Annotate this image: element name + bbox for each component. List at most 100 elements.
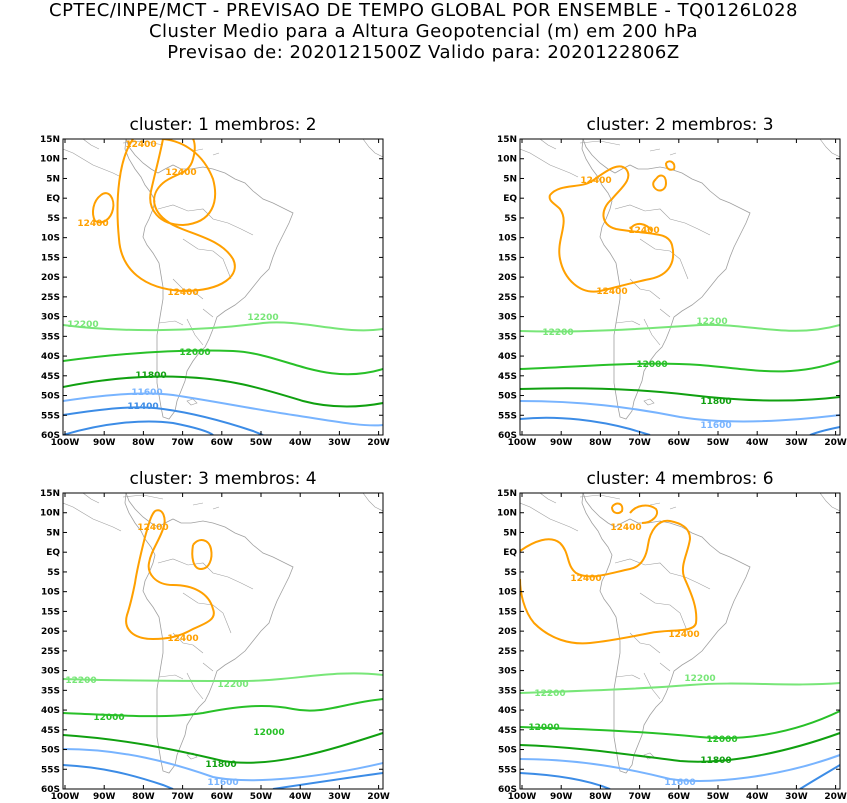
lat-label: 15N (497, 135, 517, 145)
panel-cluster-4: cluster: 4 membros: 6 12400 12400 12400 … (497, 469, 847, 802)
lon-label: 40W (289, 438, 312, 448)
lat-label: 5N (46, 174, 60, 184)
lat-label: 55S (41, 411, 60, 421)
lon-label: 100W (508, 438, 537, 448)
lon-label: 80W (589, 438, 612, 448)
contour-label: 12200 (542, 328, 573, 338)
panel-cluster-1: cluster: 1 membros: 2 12400 12400 12400 … (40, 115, 390, 448)
contour-label: 12200 (65, 676, 96, 686)
longitude-axis: 100W 90W 80W 70W 60W 50W 40W 30W 20W (508, 493, 847, 802)
panel-title: cluster: 2 membros: 3 (586, 115, 773, 135)
lat-label: 15N (497, 489, 517, 499)
lat-label: 30S (498, 313, 517, 323)
lon-label: 100W (51, 438, 80, 448)
forecast-dates: Previsao de: 2020121500Z Valido para: 20… (167, 42, 680, 63)
lon-label: 40W (289, 792, 312, 802)
lon-label: 60W (211, 792, 234, 802)
lon-label: 30W (328, 792, 351, 802)
lon-label: 80W (132, 438, 155, 448)
lat-label: 55S (41, 765, 60, 775)
lat-label: 50S (41, 746, 60, 756)
lon-label: 30W (328, 438, 351, 448)
panel-title: cluster: 4 membros: 6 (586, 469, 773, 489)
contour-label: 12000 (253, 728, 284, 738)
lat-label: EQ (503, 194, 517, 204)
contour-label: 12400 (77, 219, 108, 229)
lon-label: 90W (550, 792, 573, 802)
lat-label: 5S (47, 214, 60, 224)
panel-cluster-2: cluster: 2 membros: 3 12400 12400 12400 … (497, 115, 847, 448)
lat-label: 10S (41, 234, 60, 244)
contour-label: 12000 (179, 348, 210, 358)
lat-label: 45S (41, 372, 60, 382)
longitude-axis: 100W 90W 80W 70W 60W 50W 40W 30W 20W (51, 493, 390, 802)
lon-label: 70W (171, 792, 194, 802)
latitude-axis: 15N 10N 5N EQ 5S 10S 15S 20S 25S 30S 35S 40S 45S 50S 5… (40, 489, 383, 795)
lon-label: 20W (367, 792, 390, 802)
lat-label: 45S (498, 372, 517, 382)
lat-label: 35S (498, 686, 517, 696)
latitude-axis: 15N 10N 5N EQ 5S 10S 15S 20S 25S 30S 35S 40S 45S 50S 5… (497, 489, 840, 795)
lat-label: 40S (41, 352, 60, 362)
lat-label: 40S (41, 706, 60, 716)
lon-label: 50W (707, 792, 730, 802)
lat-label: 35S (498, 332, 517, 342)
lon-label: 20W (824, 792, 847, 802)
lat-label: 25S (498, 647, 517, 657)
lon-label: 70W (628, 438, 651, 448)
lat-label: 15N (40, 489, 60, 499)
contour-label: 12400 (628, 226, 659, 236)
contour-label: 12400 (167, 634, 198, 644)
lat-label: 5N (46, 528, 60, 538)
lon-label: 20W (367, 438, 390, 448)
panel-title: cluster: 3 membros: 4 (129, 469, 316, 489)
lat-label: 10N (497, 155, 517, 165)
contour-label: 11400 (127, 402, 158, 412)
lat-label: 20S (41, 627, 60, 637)
contour-label: 12200 (534, 689, 565, 699)
lat-label: 10S (498, 588, 517, 598)
contour-label: 11600 (664, 778, 695, 788)
lat-label: 5N (503, 174, 517, 184)
lat-label: 30S (41, 667, 60, 677)
lat-label: 20S (498, 627, 517, 637)
lat-label: 5S (47, 568, 60, 578)
lon-label: 60W (211, 438, 234, 448)
contour-label: 12200 (696, 317, 727, 327)
lon-label: 40W (746, 792, 769, 802)
lon-label: 100W (51, 792, 80, 802)
lat-label: 60S (41, 785, 60, 795)
contour-label: 12400 (570, 574, 601, 584)
lat-label: 10N (40, 509, 60, 519)
lat-label: 60S (498, 785, 517, 795)
contour-label: 12400 (596, 287, 627, 297)
lon-label: 50W (250, 792, 273, 802)
lon-label: 70W (171, 438, 194, 448)
contour-label: 11800 (700, 397, 731, 407)
lat-label: 15N (40, 135, 60, 145)
contour-label: 11800 (205, 760, 236, 770)
panel-cluster-3: cluster: 3 membros: 4 12400 12400 12200 … (40, 469, 390, 802)
lon-label: 80W (132, 792, 155, 802)
lat-label: 30S (498, 667, 517, 677)
lon-label: 30W (785, 792, 808, 802)
lat-label: 30S (41, 313, 60, 323)
contour-label: 12000 (93, 713, 124, 723)
contour-label: 12400 (668, 630, 699, 640)
panel-title: cluster: 1 membros: 2 (129, 115, 316, 135)
lat-label: 35S (41, 332, 60, 342)
lat-label: 40S (498, 352, 517, 362)
lat-label: 5S (504, 568, 517, 578)
lat-label: 10N (40, 155, 60, 165)
contour-label: 12000 (528, 723, 559, 733)
lat-label: 20S (41, 273, 60, 283)
figure-subtitle: Cluster Medio para a Altura Geopotencial… (148, 21, 699, 42)
lon-label: 60W (668, 792, 691, 802)
lat-label: EQ (46, 194, 60, 204)
lat-label: 45S (41, 726, 60, 736)
lat-label: 60S (498, 431, 517, 441)
contour-label: 12400 (167, 288, 198, 298)
lat-label: 15S (41, 253, 60, 263)
contour-label: 11600 (131, 388, 162, 398)
